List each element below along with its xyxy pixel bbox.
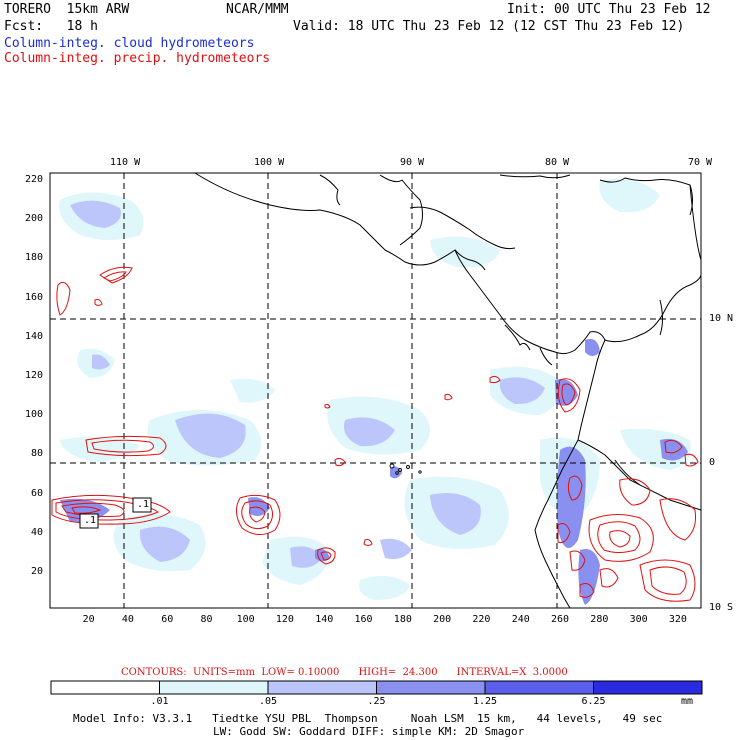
x-tick-label: 140 (315, 614, 334, 625)
y-tick-label: 140 (25, 330, 44, 342)
x-tick-label: 280 (590, 614, 609, 625)
max-label: .1 (137, 499, 150, 510)
lon-label: 100 W (254, 157, 285, 168)
x-tick-label: 240 (511, 614, 530, 625)
x-tick-label: 220 (472, 614, 491, 625)
x-tick-label: 260 (551, 614, 570, 625)
colorbar-level-label: .01 (150, 696, 169, 707)
model-title: TORERO 15km ARW (4, 2, 130, 17)
y-tick-label: 40 (31, 526, 44, 538)
model-info: Model Info: V3.3.1 Tiedtke YSU PBL Thomp… (73, 712, 663, 725)
forecast-hour: Fcst: 18 h (4, 19, 98, 34)
y-tick-label: 100 (25, 409, 44, 421)
lon-label: 90 W (400, 157, 425, 168)
y-tick-label: 80 (31, 448, 44, 460)
x-tick-label: 160 (354, 614, 373, 625)
max-label: .1 (84, 515, 97, 526)
colorbar-units: mm (681, 696, 694, 707)
physics-info: LW: Godd SW: Goddard DIFF: simple KM: 2D… (213, 725, 525, 738)
x-tick-label: 100 (236, 614, 255, 625)
y-tick-label: 180 (25, 252, 44, 264)
lon-label: 110 W (110, 157, 141, 168)
precip-contours (51, 266, 699, 602)
colorbar-level-label: 1.25 (473, 696, 498, 707)
x-tick-label: 180 (393, 614, 412, 625)
x-tick-label: 320 (668, 614, 687, 625)
y-tick-label: 160 (25, 291, 44, 303)
colorbar-level-label: .25 (367, 696, 386, 707)
colorbar-level-label: .05 (259, 696, 278, 707)
max-markers (79, 497, 152, 529)
lat-label: 0 (709, 457, 716, 468)
init-time: Init: 00 UTC Thu 23 Feb 12 (507, 2, 711, 17)
max-marker-box (132, 497, 152, 513)
legend-precip: Column-integ. precip. hydrometeors (4, 51, 271, 66)
lon-label: 70 W (688, 157, 713, 168)
legend-cloud: Column-integ. cloud hydrometeors (4, 36, 255, 51)
lat-label: 10 S (709, 602, 734, 613)
y-tick-label: 200 (25, 213, 44, 225)
x-tick-label: 80 (200, 614, 213, 625)
y-tick-label: 120 (25, 370, 44, 381)
x-tick-label: 40 (121, 614, 134, 625)
y-tick-label: 220 (25, 174, 44, 185)
x-tick-label: 20 (82, 614, 95, 625)
max-marker-box (79, 513, 99, 529)
lon-label: 80 W (545, 157, 570, 168)
lat-label: 10 N (709, 313, 734, 324)
x-tick-label: 60 (161, 614, 174, 625)
islands (389, 463, 422, 475)
x-tick-label: 200 (433, 614, 452, 625)
cloud-medium-areas (70, 200, 545, 568)
x-tick-label: 300 (629, 614, 648, 625)
y-tick-label: 60 (31, 487, 44, 499)
contour-info: CONTOURS: UNITS=mm LOW= 0.10000 HIGH= 24… (121, 667, 568, 678)
graticule (50, 173, 701, 608)
colorbar-level-label: 6.25 (581, 696, 606, 707)
center-label: NCAR/MMM (226, 2, 289, 17)
y-tick-label: 20 (31, 566, 44, 577)
valid-time: Valid: 18 UTC Thu 23 Feb 12 (12 CST Thu … (293, 19, 685, 34)
x-tick-label: 120 (275, 614, 294, 625)
